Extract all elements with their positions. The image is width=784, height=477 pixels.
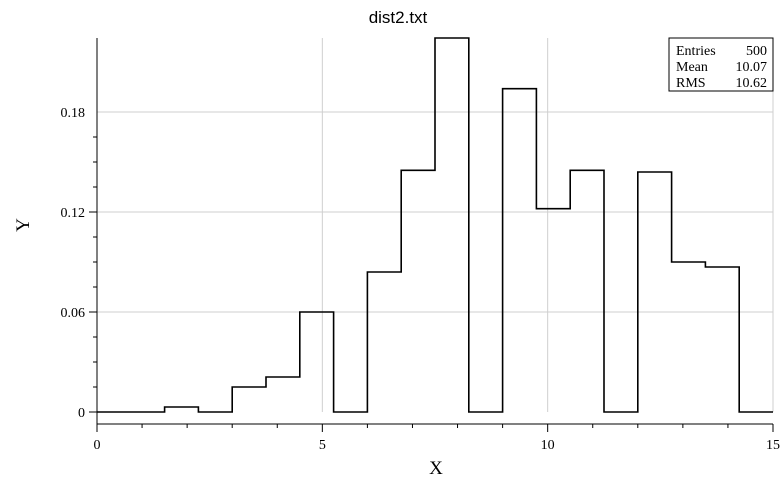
- x-tick-label-2: 10: [541, 438, 555, 453]
- x-tick-label-1: 5: [319, 438, 326, 453]
- histogram-bin-16: [638, 172, 672, 412]
- stats-label-rms: RMS: [676, 76, 706, 91]
- histogram-bars: [97, 37, 773, 413]
- histogram-bin-5: [266, 377, 300, 412]
- ticks: [89, 136, 774, 432]
- y-tick-label-0: 0: [78, 406, 85, 421]
- chart-title: dist2.txt: [369, 8, 428, 27]
- histogram-bin-17: [672, 262, 706, 412]
- tick-labels: 0 5 10 15 0 0.06 0.12 0.18: [61, 106, 781, 453]
- y-tick-label-1: 0.06: [61, 306, 86, 321]
- histogram-bin-8: [367, 272, 401, 412]
- stats-box: Entries 500 Mean 10.07 RMS 10.62: [668, 37, 774, 92]
- histogram-bin-9: [401, 170, 435, 412]
- y-tick-label-2: 0.12: [61, 206, 86, 221]
- stats-value-mean: 10.07: [736, 60, 768, 75]
- stats-label-mean: Mean: [676, 60, 708, 75]
- x-axis-label: X: [429, 458, 443, 477]
- stats-value-rms: 10.62: [736, 76, 768, 91]
- stats-value-entries: 500: [746, 44, 767, 59]
- x-tick-label-0: 0: [94, 438, 101, 453]
- y-tick-label-3: 0.18: [61, 106, 86, 121]
- axes: [96, 38, 773, 425]
- histogram-bin-18: [705, 267, 739, 412]
- x-tick-label-3: 15: [766, 438, 780, 453]
- stats-box-frame: [668, 37, 774, 92]
- stats-label-entries: Entries: [676, 44, 716, 59]
- histogram-bin-4: [232, 387, 266, 412]
- histogram-bin-10: [435, 38, 469, 412]
- histogram-bin-13: [536, 209, 570, 412]
- y-axis-label: Y: [13, 218, 34, 232]
- histogram-bin-2: [165, 407, 199, 412]
- histogram-bin-6: [300, 312, 334, 412]
- histogram-bin-12: [503, 89, 537, 412]
- histogram-bin-14: [570, 170, 604, 412]
- histogram-outline: [97, 37, 773, 413]
